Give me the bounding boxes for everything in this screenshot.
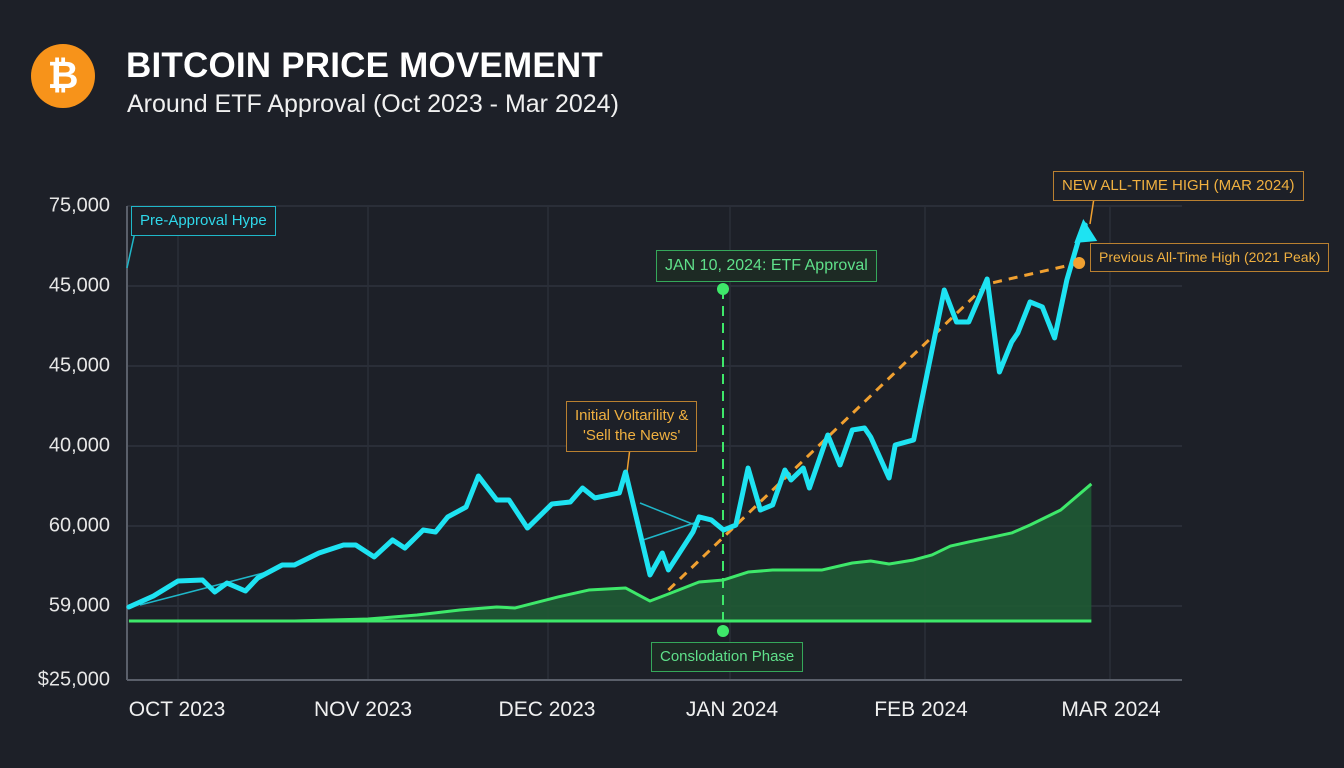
y-tick-label: 59,000 [48, 594, 110, 617]
x-tick-label: NOV 2023 [313, 698, 413, 721]
price-arrowhead-icon [1074, 218, 1098, 243]
x-tick-label: DEC 2023 [498, 698, 596, 721]
pre-approval-connector [126, 231, 136, 269]
new-ath-annotation: NEW ALL-TIME HIGH (MAR 2024) [1053, 171, 1304, 202]
y-tick-label: 45,000 [48, 274, 110, 297]
consolidation-marker-dot [717, 625, 729, 637]
x-tick-label: FEB 2024 [874, 698, 968, 721]
etf-approval-annotation: JAN 10, 2024: ETF Approval [656, 250, 877, 282]
x-tick-label: OCT 2023 [128, 698, 226, 721]
previous-ath-annotation: Previous All-Time High (2021 Peak) [1090, 243, 1330, 272]
y-tick-label: 40,000 [48, 434, 110, 457]
volatility-connector [639, 502, 701, 528]
x-tick-label: MAR 2024 [1061, 698, 1161, 721]
volatility-connector [639, 520, 701, 542]
volatility-label-connector [626, 447, 631, 473]
x-tick-label: JAN 2024 [685, 698, 779, 721]
pre-approval-annotation: Pre-Approval Hype [131, 206, 276, 237]
volatility-annotation-line1: Initial Voltarility & [575, 407, 689, 424]
y-tick-label: 60,000 [48, 514, 110, 537]
new-ath-connector [1089, 197, 1095, 225]
bitcoin-logo-icon: ₿ [31, 44, 95, 108]
volatility-annotation: Initial Voltarility & 'Sell the News' [566, 401, 698, 452]
previous-ath-dot [1073, 256, 1086, 269]
y-tick-label: $25,000 [37, 668, 110, 691]
consolidation-annotation: Conslodation Phase [651, 642, 804, 673]
chart-subtitle: Around ETF Approval (Oct 2023 - Mar 2024… [127, 90, 619, 118]
etf-approval-marker-dot [717, 283, 729, 295]
volatility-annotation-line2: 'Sell the News' [582, 427, 681, 445]
y-tick-label: 75,000 [48, 194, 110, 217]
area-series-fill [128, 483, 1092, 622]
y-tick-label: 45,000 [48, 354, 110, 377]
trend-dashed-line [667, 261, 1080, 592]
chart-title: BITCOIN PRICE MOVEMENT [126, 46, 603, 85]
